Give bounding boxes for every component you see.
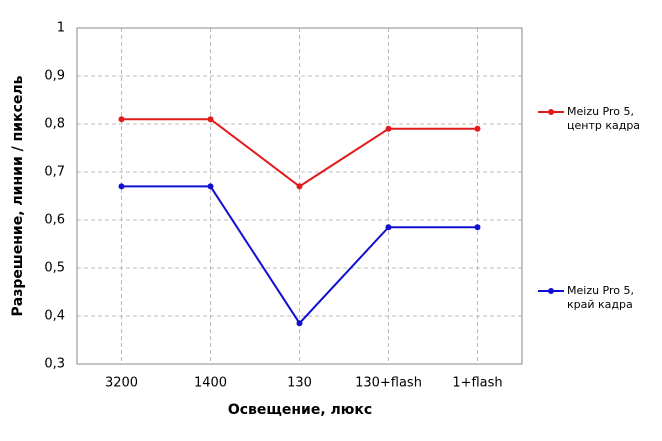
plot-area <box>76 27 523 365</box>
y-tick-label: 0,9 <box>44 69 65 84</box>
x-axis-title: Освещение, люкс <box>228 402 372 418</box>
y-tick-label: 0,4 <box>44 309 65 324</box>
y-tick-label: 0,8 <box>44 117 65 132</box>
legend-label: Meizu Pro 5, край кадра <box>567 284 634 311</box>
data-point <box>207 183 214 190</box>
legend-marker <box>548 109 554 115</box>
data-point <box>385 125 392 132</box>
data-point <box>474 125 481 132</box>
legend-marker <box>548 288 554 294</box>
x-tick-label: 1+flash <box>452 376 502 391</box>
x-tick-label: 3200 <box>105 376 138 391</box>
data-point <box>385 224 392 231</box>
x-tick-label: 130 <box>287 376 312 391</box>
x-tick-label: 130+flash <box>355 376 422 391</box>
data-point <box>296 183 303 190</box>
y-axis-title: Разрешение, линии / пиксель <box>10 75 26 316</box>
y-tick-label: 0,6 <box>44 213 65 228</box>
legend-label: Meizu Pro 5, центр кадра <box>567 105 641 132</box>
data-point <box>118 116 125 123</box>
y-tick-label: 0,7 <box>44 165 65 180</box>
x-tick-label: 1400 <box>194 376 227 391</box>
y-tick-label: 0,3 <box>44 357 65 372</box>
data-point <box>118 183 125 190</box>
data-point <box>474 224 481 231</box>
data-point <box>296 320 303 327</box>
y-tick-label: 0,5 <box>44 261 65 276</box>
y-tick-label: 1 <box>57 21 65 36</box>
data-point <box>207 116 214 123</box>
